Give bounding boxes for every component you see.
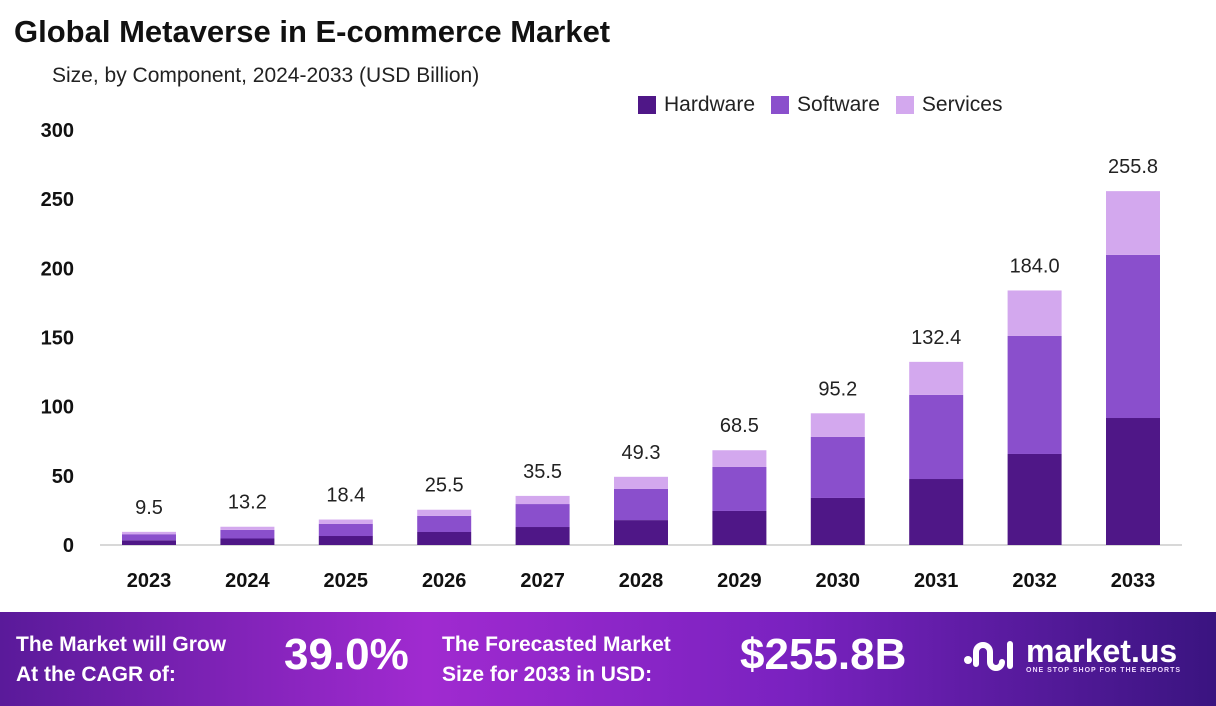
bar-segment-software: [810, 436, 865, 498]
bar-segment-software: [1106, 254, 1160, 419]
x-tick-label: 2024: [225, 570, 270, 592]
bar-segment-services: [810, 413, 865, 437]
bar-segment-hardware: [220, 538, 275, 545]
bar-segment-software: [122, 534, 176, 541]
brand-logo: market.us ONE STOP SHOP FOR THE REPORTS: [962, 634, 1181, 674]
bar-segment-hardware: [909, 479, 964, 545]
legend: Hardware Software Services: [638, 93, 1002, 117]
x-tick-label: 2023: [127, 570, 172, 592]
total-label: 49.3: [622, 442, 661, 464]
bar-segment-services: [909, 361, 964, 395]
bar-segment-hardware: [417, 531, 472, 545]
y-tick-label: 100: [41, 397, 74, 419]
forecast-label-line: The Forecasted Market: [442, 633, 671, 656]
y-tick-label: 250: [41, 189, 74, 211]
cagr-label-line: The Market will Grow: [16, 633, 227, 656]
total-label: 68.5: [720, 415, 759, 437]
forecast-label-line: Size for 2033 in USD:: [442, 663, 653, 686]
bar-segment-software: [614, 488, 668, 521]
bar-segment-hardware: [1106, 418, 1160, 545]
x-tick-label: 2031: [914, 570, 959, 592]
legend-label: Software: [797, 93, 880, 116]
x-tick-label: 2029: [717, 570, 762, 592]
bar-segment-hardware: [122, 540, 176, 545]
cagr-label-line: At the CAGR of:: [16, 663, 176, 686]
bar-segment-software: [909, 394, 964, 480]
y-tick-label: 50: [52, 466, 74, 488]
x-tick-label: 2026: [422, 570, 467, 592]
y-tick-label: 150: [41, 328, 74, 350]
total-label: 95.2: [818, 378, 857, 400]
brand-name: market.us: [1026, 632, 1178, 669]
legend-label: Hardware: [664, 93, 756, 116]
cagr-label: The Market will Grow At the CAGR of:: [16, 630, 271, 690]
bar-segment-hardware: [810, 497, 865, 545]
bar-segment-services: [712, 450, 767, 467]
bar-segment-services: [614, 476, 668, 489]
legend-item-hardware: Hardware: [638, 93, 755, 117]
bar-segment-services: [417, 509, 472, 516]
legend-swatch: [638, 96, 656, 114]
footer-banner: The Market will Grow At the CAGR of: 39.0…: [0, 612, 1216, 706]
bar-segment-services: [515, 495, 570, 505]
bar-segment-services: [1106, 191, 1160, 255]
legend-swatch: [771, 96, 790, 114]
y-tick-label: 200: [41, 258, 74, 280]
total-label: 25.5: [425, 475, 464, 497]
bar-segment-hardware: [1007, 453, 1062, 545]
x-tick-label: 2033: [1111, 570, 1156, 592]
x-tick-label: 2025: [324, 570, 369, 592]
brand-tagline: ONE STOP SHOP FOR THE REPORTS: [1026, 666, 1182, 674]
bar-segment-software: [1007, 335, 1062, 454]
bar-segment-software: [712, 466, 767, 511]
chart-title: Global Metaverse in E-commerce Market: [14, 14, 611, 49]
bar-segment-hardware: [515, 527, 570, 545]
bar-segment-hardware: [318, 536, 373, 545]
forecast-label: The Forecasted Market Size for 2033 in US…: [442, 630, 727, 690]
bar-segment-services: [220, 526, 275, 530]
bar-segment-software: [515, 504, 570, 528]
chart-subtitle: Size, by Component, 2024-2033 (USD Billi…: [52, 64, 480, 87]
x-tick-label: 2032: [1012, 570, 1057, 592]
legend-swatch: [895, 96, 914, 114]
cagr-value: 39.0%: [284, 630, 409, 679]
bar-segment-services: [1007, 290, 1062, 336]
total-label: 132.4: [911, 327, 961, 349]
bar-segment-services: [122, 531, 176, 535]
bar-segment-hardware: [712, 510, 767, 545]
legend-item-services: Services: [895, 93, 1003, 117]
x-tick-label: 2027: [520, 570, 565, 592]
bar-segment-hardware: [614, 520, 668, 545]
bar-chart: 0 50 100 150 200 250 300 9.5 2023 13.2 2024 18.4 202…: [41, 120, 1182, 592]
y-tick-label: 300: [41, 120, 74, 142]
bar-segment-services: [318, 519, 373, 524]
y-tick-label: 0: [63, 535, 74, 557]
x-tick-label: 2030: [816, 570, 861, 592]
total-label: 255.8: [1108, 156, 1158, 178]
legend-item-software: Software: [771, 93, 880, 117]
forecast-value: $255.8B: [740, 630, 907, 679]
total-label: 18.4: [326, 485, 365, 507]
total-label: 13.2: [228, 492, 267, 514]
legend-label: Services: [921, 93, 1003, 116]
total-label: 35.5: [523, 461, 562, 483]
market-us-logo-icon: [964, 641, 1013, 671]
x-tick-label: 2028: [619, 570, 664, 592]
bar-segment-software: [318, 523, 373, 537]
bar-segment-software: [220, 529, 275, 539]
bar-segment-software: [417, 515, 472, 532]
total-label: 9.5: [135, 497, 163, 519]
total-label: 184.0: [1010, 255, 1060, 277]
